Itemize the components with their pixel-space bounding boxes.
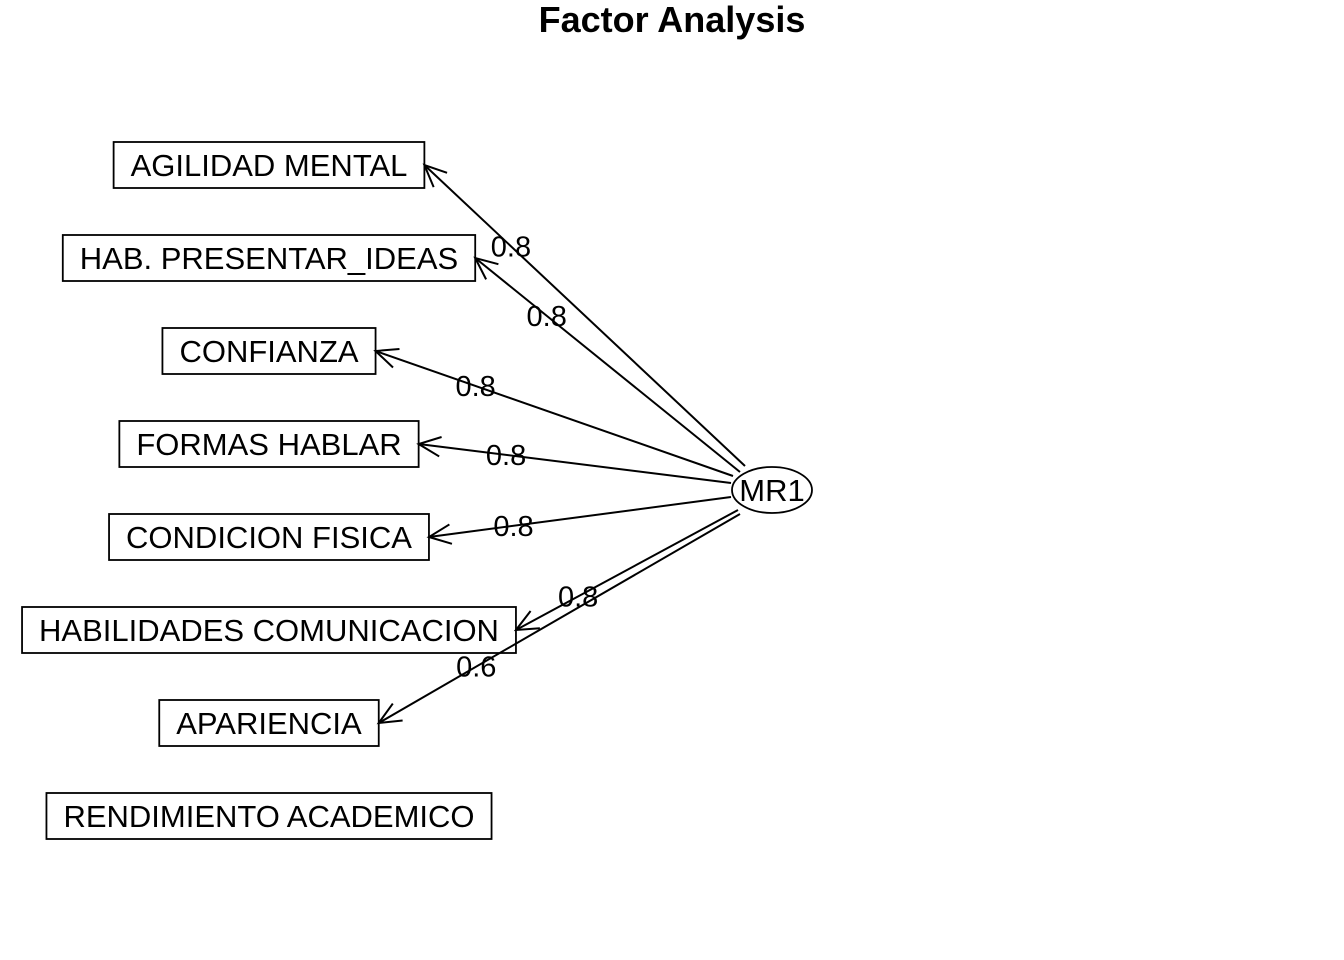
loading-label: 0.6	[456, 652, 496, 684]
observed-variables: AGILIDAD MENTAL HAB. PRESENTAR_IDEAS CONFI…	[21, 141, 517, 840]
variable-label: CONFIANZA	[179, 334, 358, 369]
variable-label: HABILIDADES COMUNICACION	[39, 613, 499, 648]
variable-box	[112, 141, 426, 189]
variable-node-hab-presentar-ideas: HAB. PRESENTAR_IDEAS	[61, 234, 477, 282]
variable-node-confianza: CONFIANZA	[161, 327, 377, 375]
loading-edge-habilidades-comunicacion	[515, 509, 739, 631]
loading-label: 0.8	[527, 301, 567, 333]
factor-node-mr1: MR1	[731, 466, 813, 514]
variable-box	[108, 513, 430, 561]
loading-edge-formas-hablar	[418, 443, 732, 484]
loading-edge-agilidad-mental	[423, 164, 746, 467]
loading-edge-condicion-fisica	[428, 496, 732, 538]
diagram-title: Factor Analysis	[539, 0, 806, 40]
factor-ellipse	[731, 466, 813, 514]
variable-node-agilidad-mental: AGILIDAD MENTAL	[112, 141, 426, 189]
variable-node-formas-hablar: FORMAS HABLAR	[118, 420, 420, 468]
loading-label: 0.8	[493, 511, 533, 543]
variable-label: APARIENCIA	[176, 706, 362, 741]
variable-box	[45, 792, 493, 840]
loading-label: 0.8	[486, 440, 526, 472]
variable-node-habilidades-comunicacion: HABILIDADES COMUNICACION	[21, 606, 517, 654]
loading-edge-hab-presentar-ideas	[474, 257, 741, 473]
loading-edge-apariencia	[378, 513, 741, 724]
variable-label: FORMAS HABLAR	[136, 427, 401, 462]
variable-label: CONDICION FISICA	[126, 520, 412, 555]
variable-label: HAB. PRESENTAR_IDEAS	[80, 241, 458, 276]
variable-label: RENDIMIENTO ACADEMICO	[63, 799, 474, 834]
loading-label: 0.8	[455, 371, 495, 403]
variable-box	[158, 699, 380, 747]
variable-box	[21, 606, 517, 654]
variable-box	[118, 420, 420, 468]
variable-box	[61, 234, 477, 282]
variable-box	[161, 327, 377, 375]
loading-label: 0.8	[491, 231, 531, 263]
variable-node-apariencia: APARIENCIA	[158, 699, 380, 747]
variable-node-condicion-fisica: CONDICION FISICA	[108, 513, 430, 561]
factor-label: MR1	[739, 473, 804, 508]
loading-edges: 0.80.80.80.80.80.80.6	[373, 163, 746, 725]
variable-node-rendimiento-academico: RENDIMIENTO ACADEMICO	[45, 792, 493, 840]
variable-label: AGILIDAD MENTAL	[131, 148, 408, 183]
loading-edge-confianza	[375, 350, 734, 477]
